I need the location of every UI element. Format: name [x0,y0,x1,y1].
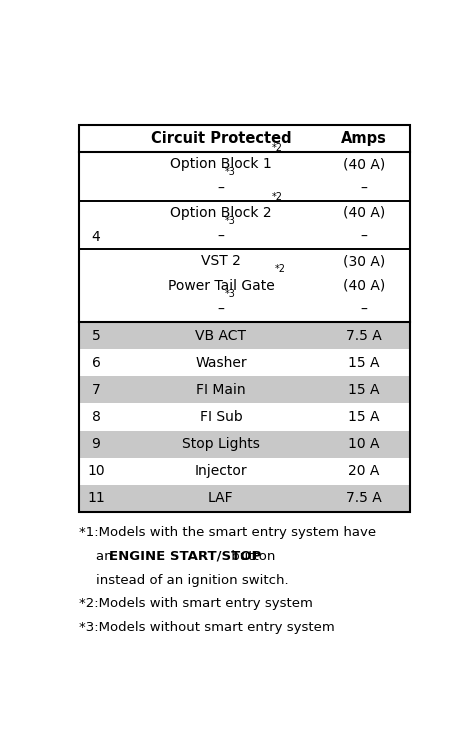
Text: Washer: Washer [195,356,246,370]
Bar [80,377,410,404]
Text: (40 A): (40 A) [343,157,385,171]
Text: (30 A): (30 A) [343,254,385,269]
Bar [80,125,410,512]
Text: 20 A: 20 A [348,465,380,479]
Text: (40 A): (40 A) [343,206,385,219]
Text: 15 A: 15 A [348,356,380,370]
Text: 9: 9 [91,437,100,451]
Bar [80,322,410,349]
Text: 11: 11 [87,491,105,506]
Text: instead of an ignition switch.: instead of an ignition switch. [80,573,289,586]
Bar [80,349,410,377]
Text: 5: 5 [91,329,100,343]
Text: 8: 8 [91,410,100,424]
Text: *2: *2 [274,264,285,275]
Text: Option Block 1: Option Block 1 [170,157,272,171]
Text: Injector: Injector [194,465,247,479]
Text: *1:Models with the smart entry system have: *1:Models with the smart entry system ha… [80,526,376,539]
Text: –: – [218,230,224,244]
Text: –: – [361,181,368,195]
Text: 10: 10 [87,465,105,479]
Text: *2:Models with smart entry system: *2:Models with smart entry system [80,597,313,610]
Bar [80,458,410,485]
Text: 15 A: 15 A [348,383,380,397]
Text: an: an [80,550,118,563]
Text: –: – [218,303,224,317]
Text: VST 2: VST 2 [201,254,241,269]
Text: *3:Models without smart entry system: *3:Models without smart entry system [80,621,335,634]
Bar [80,431,410,458]
Text: Circuit Protected: Circuit Protected [151,131,291,146]
Text: *2: *2 [272,192,283,202]
Bar [80,404,410,431]
Bar [80,125,410,512]
Text: –: – [218,181,224,195]
Text: button: button [227,550,275,563]
Text: –: – [361,230,368,244]
Text: Power Tail Gate: Power Tail Gate [167,279,274,293]
Text: 7: 7 [91,383,100,397]
Text: 4: 4 [91,230,100,244]
Text: Option Block 2: Option Block 2 [170,206,272,219]
Text: LAF: LAF [208,491,234,506]
Text: FI Sub: FI Sub [200,410,242,424]
Text: *3: *3 [224,216,235,226]
Text: *2: *2 [272,143,283,153]
Text: Stop Lights: Stop Lights [182,437,260,451]
Text: FI Main: FI Main [196,383,246,397]
Text: 7.5 A: 7.5 A [346,491,382,506]
Text: ENGINE START/STOP: ENGINE START/STOP [109,550,261,563]
Text: 7.5 A: 7.5 A [346,329,382,343]
Text: 6: 6 [91,356,100,370]
Text: VB ACT: VB ACT [195,329,246,343]
Text: *3: *3 [224,167,235,177]
Text: 15 A: 15 A [348,410,380,424]
Text: (40 A): (40 A) [343,279,385,293]
Text: *3: *3 [224,288,235,299]
Text: 10 A: 10 A [348,437,380,451]
Text: –: – [361,303,368,317]
Text: Amps: Amps [341,131,387,146]
Bar [80,485,410,512]
